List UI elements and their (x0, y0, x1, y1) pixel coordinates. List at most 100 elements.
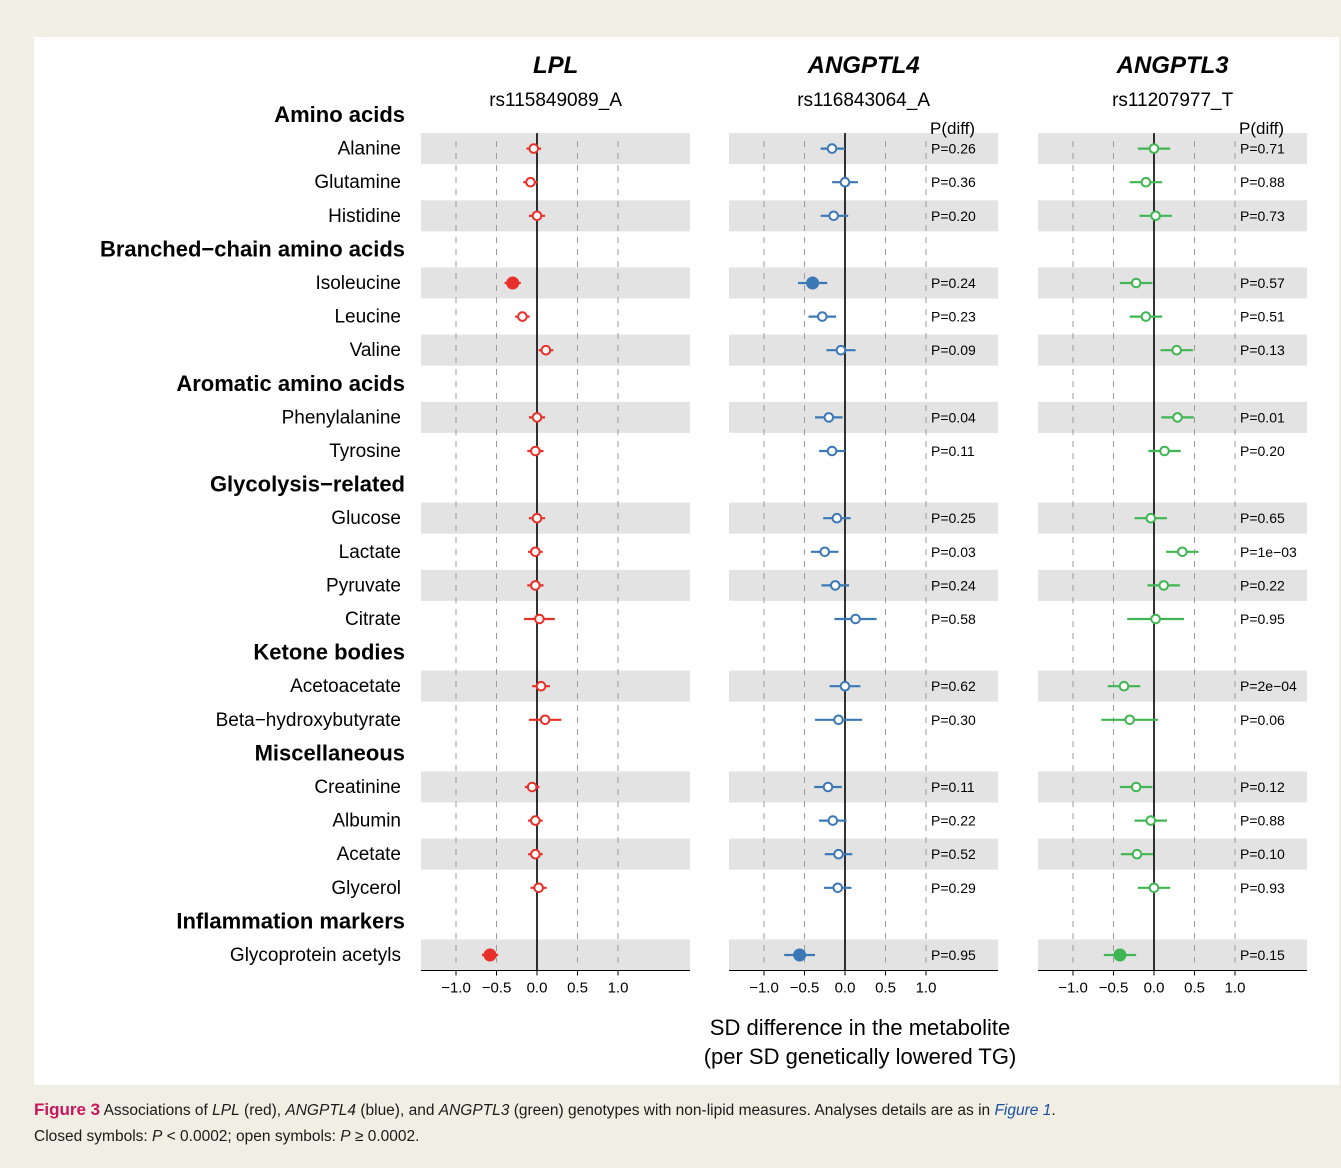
metabolite-label: Acetoacetate (290, 676, 401, 697)
p-value-label: P=0.26 (931, 141, 976, 157)
row-band (1038, 200, 1307, 232)
x-tick-label: −0.5 (1099, 980, 1129, 997)
p-value-label: P=0.29 (931, 880, 976, 896)
metabolite-label: Pyruvate (326, 575, 401, 596)
p-value-label: P=0.95 (1240, 611, 1285, 627)
caption-text: (red), (239, 1102, 286, 1119)
estimate-point (1159, 445, 1170, 457)
estimate-point (835, 344, 847, 356)
p-value-label: P=2e−04 (1240, 678, 1297, 694)
p-value-label: P=0.09 (931, 342, 976, 358)
metabolite-label: Glucose (331, 508, 401, 529)
row-band (1038, 502, 1307, 534)
metabolite-label: Creatinine (314, 777, 401, 798)
p-value-label: P=0.52 (931, 846, 976, 862)
x-tick-label: 0.5 (1184, 980, 1205, 997)
row-band (729, 939, 998, 971)
estimate-point (817, 311, 828, 322)
p-value-label: P=0.24 (931, 577, 976, 593)
estimate-point (839, 176, 851, 188)
estimate-point (531, 512, 543, 524)
row-band (729, 133, 998, 165)
p-value-label: P=0.15 (1240, 947, 1285, 963)
caption-figure-label: Figure 3 (34, 1100, 101, 1119)
p-value-label: P=0.93 (1240, 880, 1285, 896)
metabolite-label: Isoleucine (315, 273, 401, 294)
estimate-point (1145, 512, 1157, 524)
caption-gene-angptl3: ANGPTL3 (438, 1102, 510, 1119)
p-value-label: P=0.95 (931, 947, 976, 963)
metabolite-label: Glycoprotein acetyls (230, 945, 401, 966)
estimate-point (839, 680, 851, 692)
estimate-point (540, 344, 552, 356)
caption-figure-link[interactable]: Figure 1 (994, 1102, 1052, 1119)
estimate-point (530, 580, 541, 591)
estimate-point (826, 445, 838, 457)
p-value-label: P=0.20 (1240, 443, 1285, 459)
estimate-point (832, 882, 844, 894)
metabolite-label: Valine (350, 340, 401, 361)
row-band (421, 200, 690, 232)
caption-gene-angptl4: ANGPTL4 (285, 1102, 357, 1119)
caption-text: (blue), and (356, 1102, 439, 1119)
p-value-label: P=0.10 (1240, 846, 1285, 862)
estimate-point (1150, 613, 1161, 625)
estimate-point (829, 580, 841, 591)
pdiff-header: P(diff) (930, 119, 975, 138)
row-band (1038, 267, 1307, 299)
p-value-label: P=0.88 (1240, 174, 1285, 190)
row-band (729, 502, 998, 534)
row-band (1038, 939, 1307, 971)
estimate-point (530, 815, 541, 826)
metabolite-label: Tyrosine (329, 441, 401, 462)
estimate-point (1171, 344, 1182, 356)
x-axis-label: SD difference in the metabolite (710, 1015, 1010, 1040)
x-tick-label: −1.0 (441, 980, 471, 997)
p-value-label: P=0.58 (931, 611, 976, 627)
p-value-label: P=0.06 (1240, 712, 1285, 728)
estimate-point (1150, 210, 1161, 222)
row-band (729, 267, 998, 299)
caption-p-symbol: P (152, 1128, 163, 1145)
x-tick-label: 1.0 (916, 980, 937, 997)
caption-text: . (1051, 1102, 1056, 1119)
row-band (421, 401, 690, 433)
row-band (1038, 838, 1307, 870)
metabolite-label: Alanine (338, 139, 401, 160)
x-tick-label: 0.5 (567, 980, 588, 997)
group-header: Inflammation markers (176, 908, 405, 933)
estimate-point (1148, 143, 1160, 154)
caption-p-symbol: P (340, 1128, 351, 1145)
row-band (421, 502, 690, 534)
p-value-label: P=0.04 (931, 409, 976, 425)
group-header: Branched−chain amino acids (100, 236, 405, 261)
x-tick-label: 0.0 (835, 980, 856, 997)
row-band (421, 838, 690, 870)
estimate-point (528, 143, 540, 154)
estimate-point (822, 781, 834, 793)
estimate-point (531, 210, 543, 222)
estimate-point (526, 781, 538, 793)
x-tick-label: 0.5 (875, 980, 896, 997)
estimate-point (539, 714, 551, 726)
panel-variant-label: rs115849089_A (489, 90, 622, 111)
estimate-point (1118, 680, 1130, 692)
row-band (421, 133, 690, 165)
estimate-point (530, 546, 541, 558)
estimate-point (534, 613, 545, 625)
p-value-label: P=0.88 (1240, 813, 1285, 829)
p-value-label: P=0.22 (1240, 577, 1285, 593)
estimate-point (1177, 546, 1188, 558)
p-value-label: P=0.57 (1240, 275, 1285, 291)
p-value-label: P=0.25 (931, 510, 976, 526)
estimate-point (525, 176, 536, 188)
p-value-label: P=0.11 (931, 779, 975, 795)
estimate-point (793, 948, 807, 962)
x-tick-label: 1.0 (1225, 980, 1246, 997)
group-header: Glycolysis−related (210, 472, 405, 497)
x-tick-label: 1.0 (608, 980, 629, 997)
estimate-point (1145, 815, 1157, 826)
row-band (729, 401, 998, 433)
metabolite-label: Leucine (334, 307, 401, 328)
estimate-point (806, 276, 820, 290)
